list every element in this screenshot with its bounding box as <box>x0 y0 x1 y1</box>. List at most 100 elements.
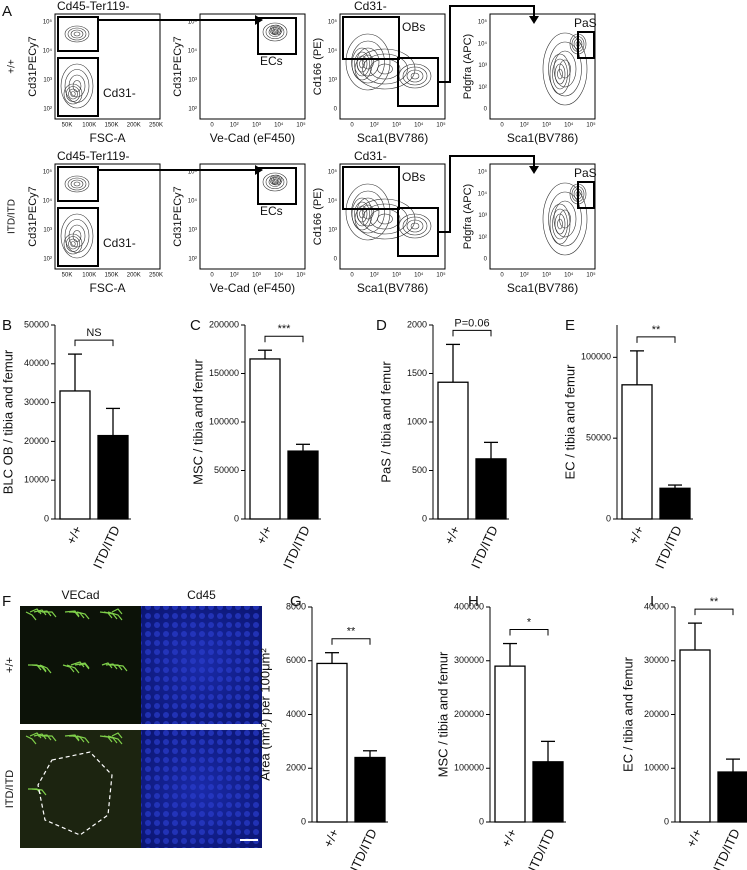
y-axis-label: Cd31PECy7 <box>27 186 39 247</box>
y-tick-label: 200000 <box>209 319 239 329</box>
contour <box>402 216 428 236</box>
contour <box>70 29 84 39</box>
contour <box>65 236 81 252</box>
y-tick-label: 10² <box>43 107 52 113</box>
gate <box>397 207 439 257</box>
vessel <box>76 735 90 744</box>
x-tick-label: 10² <box>520 273 529 279</box>
contour <box>356 205 368 223</box>
contour <box>553 50 577 88</box>
image-row-label: +/+ <box>4 657 16 673</box>
contour <box>351 197 373 231</box>
x-axis-label: Sca1(BV786) <box>357 131 428 145</box>
contour <box>272 177 280 183</box>
x-tick-label: 10⁵ <box>586 272 596 279</box>
y-tick-label: 10000 <box>644 763 669 773</box>
gate-label: PaS <box>574 166 597 180</box>
contour <box>377 213 393 225</box>
gate-label: OBs <box>402 20 425 34</box>
contour <box>64 175 90 193</box>
y-tick-label: 10² <box>188 257 197 263</box>
x-tick-label: 10⁵ <box>436 272 446 279</box>
y-tick-label: 10³ <box>478 213 487 219</box>
x-tick-label: 10⁴ <box>414 272 424 279</box>
arrow <box>438 5 535 83</box>
bar <box>621 384 653 520</box>
vessel <box>25 611 37 621</box>
contour <box>68 74 86 98</box>
vessel <box>101 662 113 669</box>
contour <box>269 24 283 36</box>
x-tick-label: 10⁴ <box>564 272 574 279</box>
contour <box>351 190 385 234</box>
x-tick-label: ITD/ITD <box>710 826 743 870</box>
x-tick-label: +/+ <box>253 523 275 546</box>
significance-label: ** <box>710 596 719 608</box>
bar <box>679 649 711 823</box>
vessel <box>42 735 57 742</box>
x-tick-label: 10⁴ <box>414 122 424 129</box>
contour <box>271 25 281 35</box>
y-tick-label: 10³ <box>43 78 52 84</box>
x-tick-label: 200K <box>127 273 141 279</box>
bar <box>717 771 747 823</box>
y-tick-label: 50000 <box>586 433 611 443</box>
y-tick-label: 10⁴ <box>328 198 338 205</box>
contour <box>274 28 278 32</box>
vessel <box>35 664 47 673</box>
vessel <box>37 610 52 617</box>
x-axis-label: Sca1(BV786) <box>507 281 578 295</box>
y-tick-label: 500 <box>412 465 427 475</box>
x-tick-label: ITD/ITD <box>652 523 685 571</box>
y-tick-label: 20000 <box>24 436 49 446</box>
y-tick-label: 10² <box>478 85 487 91</box>
x-tick-label: 0 <box>500 123 504 129</box>
y-tick-label: 10⁴ <box>188 198 198 205</box>
bar <box>475 458 507 520</box>
y-tick-label: 10⁵ <box>43 169 53 176</box>
x-tick-label: 0 <box>500 273 504 279</box>
plot-title: Cd31- <box>354 149 387 163</box>
contour <box>356 55 368 73</box>
x-tick-label: 0 <box>210 123 214 129</box>
y-tick-label: 50000 <box>24 319 49 329</box>
vessel <box>74 662 90 669</box>
y-tick-label: 0 <box>484 257 488 263</box>
contour <box>70 179 84 189</box>
bar <box>494 665 526 823</box>
significance-bracket <box>74 339 114 347</box>
y-tick-label: 10³ <box>43 228 52 234</box>
contour <box>557 218 563 230</box>
x-tick-label: +/+ <box>320 826 342 849</box>
significance-label: ** <box>347 626 356 638</box>
contour <box>410 222 420 230</box>
x-axis-label: Ve-Cad (eF450) <box>210 281 295 295</box>
contour <box>262 172 288 192</box>
gate <box>57 207 99 267</box>
y-tick-label: 200000 <box>454 709 484 719</box>
x-tick-label: 10⁵ <box>436 122 446 129</box>
vessel <box>113 664 128 672</box>
plot-frame <box>199 163 306 270</box>
x-tick-label: 10² <box>370 123 379 129</box>
plot-title: Cd45-Ter119- <box>57 0 129 13</box>
image-row-label: ITD/ITD <box>4 770 16 809</box>
gate-label: ECs <box>260 54 283 68</box>
panel-label: G <box>290 593 302 610</box>
y-tick-label: 0 <box>422 513 427 523</box>
y-tick-label: 0 <box>664 816 669 826</box>
significance-bracket <box>331 638 371 645</box>
x-tick-label: +/+ <box>683 826 705 849</box>
y-axis-label: EC / tibia and femur <box>620 656 635 772</box>
contour <box>377 63 393 75</box>
vessel <box>64 610 80 617</box>
contour <box>548 191 582 247</box>
x-axis-label: FSC-A <box>90 131 126 145</box>
arrow <box>438 155 535 233</box>
bar <box>316 662 348 823</box>
plot-frame <box>489 163 596 270</box>
x-tick-label: 50K <box>62 273 73 279</box>
y-tick-label: 10⁴ <box>188 48 198 55</box>
panel-label: F <box>2 593 11 610</box>
